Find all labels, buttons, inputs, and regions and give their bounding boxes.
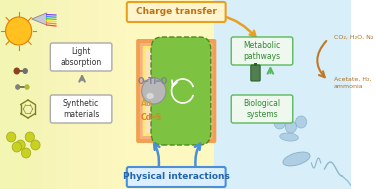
Ellipse shape bbox=[283, 152, 310, 166]
Circle shape bbox=[23, 68, 28, 74]
FancyBboxPatch shape bbox=[151, 37, 211, 145]
Circle shape bbox=[6, 17, 32, 45]
Circle shape bbox=[14, 67, 20, 74]
FancyBboxPatch shape bbox=[140, 43, 212, 139]
Bar bbox=[0, 0, 126, 189]
Circle shape bbox=[31, 140, 40, 150]
FancyBboxPatch shape bbox=[127, 2, 226, 22]
FancyBboxPatch shape bbox=[50, 43, 112, 71]
FancyBboxPatch shape bbox=[143, 46, 210, 136]
Circle shape bbox=[25, 132, 35, 142]
Text: Acetate, H₂,
ammonia: Acetate, H₂, ammonia bbox=[334, 77, 371, 89]
Circle shape bbox=[6, 132, 16, 142]
FancyBboxPatch shape bbox=[231, 95, 293, 123]
Bar bbox=[0, 0, 112, 189]
Text: Metabolic
pathways: Metabolic pathways bbox=[243, 41, 280, 61]
Circle shape bbox=[21, 148, 31, 158]
Text: Cd═S: Cd═S bbox=[141, 112, 162, 122]
FancyBboxPatch shape bbox=[231, 37, 293, 65]
Bar bbox=[0, 0, 56, 189]
Text: Au: Au bbox=[141, 98, 152, 108]
Text: Physical interactions: Physical interactions bbox=[123, 172, 230, 181]
Bar bbox=[0, 0, 84, 189]
Bar bbox=[214, 0, 350, 189]
Circle shape bbox=[15, 84, 20, 90]
Text: Charge transfer: Charge transfer bbox=[136, 8, 217, 16]
Polygon shape bbox=[32, 13, 47, 25]
Ellipse shape bbox=[146, 93, 154, 99]
Circle shape bbox=[142, 78, 166, 104]
Bar bbox=[0, 0, 214, 189]
Circle shape bbox=[274, 117, 285, 129]
Circle shape bbox=[285, 121, 297, 133]
FancyBboxPatch shape bbox=[146, 49, 207, 133]
FancyBboxPatch shape bbox=[50, 95, 112, 123]
FancyBboxPatch shape bbox=[127, 167, 226, 187]
Text: Biological
systems: Biological systems bbox=[243, 99, 280, 119]
Ellipse shape bbox=[280, 133, 298, 141]
Bar bbox=[253, 63, 257, 66]
Text: Light
absorption: Light absorption bbox=[61, 47, 102, 67]
Text: O═Ti═O: O═Ti═O bbox=[138, 77, 168, 85]
Text: Synthetic
materials: Synthetic materials bbox=[63, 99, 99, 119]
FancyBboxPatch shape bbox=[251, 65, 260, 81]
Bar bbox=[0, 0, 42, 189]
Circle shape bbox=[12, 142, 21, 152]
FancyBboxPatch shape bbox=[136, 39, 216, 143]
Bar bbox=[0, 0, 28, 189]
Circle shape bbox=[296, 116, 307, 128]
Circle shape bbox=[16, 140, 25, 150]
Bar bbox=[0, 0, 98, 189]
Circle shape bbox=[24, 84, 30, 90]
Text: CO₂, H₂O, N₂: CO₂, H₂O, N₂ bbox=[334, 35, 373, 40]
Bar bbox=[0, 0, 70, 189]
